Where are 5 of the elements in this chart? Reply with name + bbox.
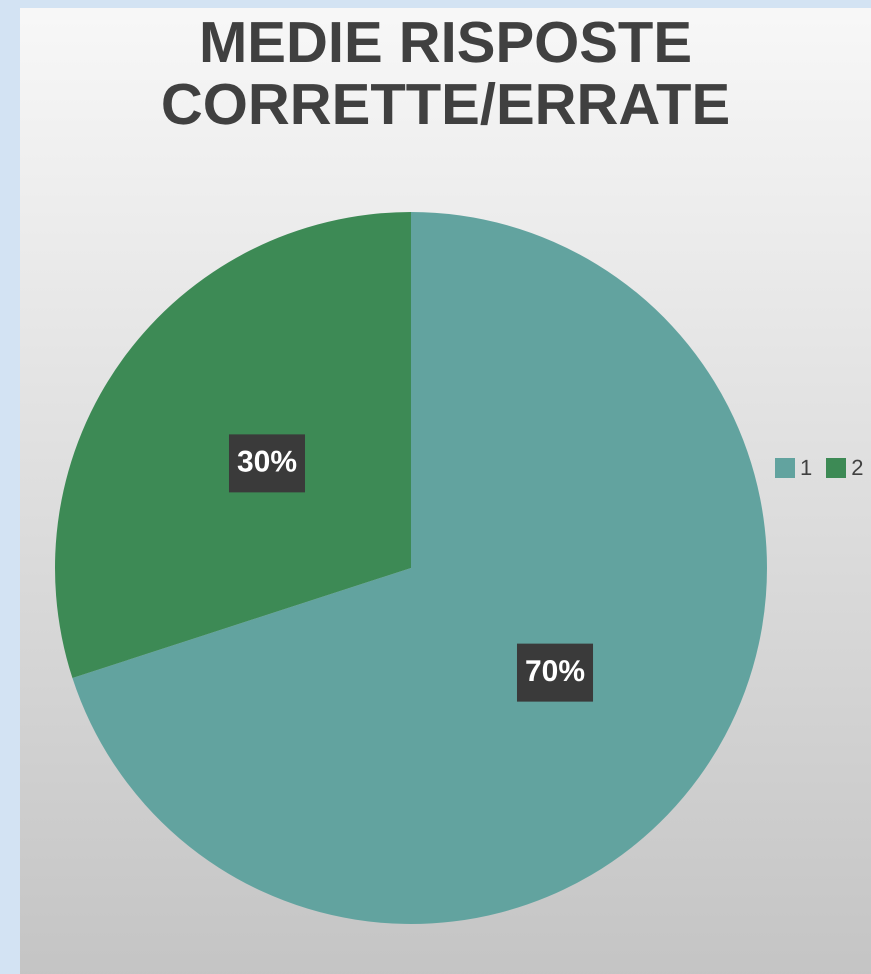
data-label: 70% [524, 654, 586, 688]
chart-title: MEDIE RISPOSTE CORRETTE/ERRATE [160, 10, 732, 137]
legend-label: 2 [851, 455, 864, 481]
legend-label: 1 [800, 455, 812, 481]
data-label: 30% [236, 446, 298, 479]
